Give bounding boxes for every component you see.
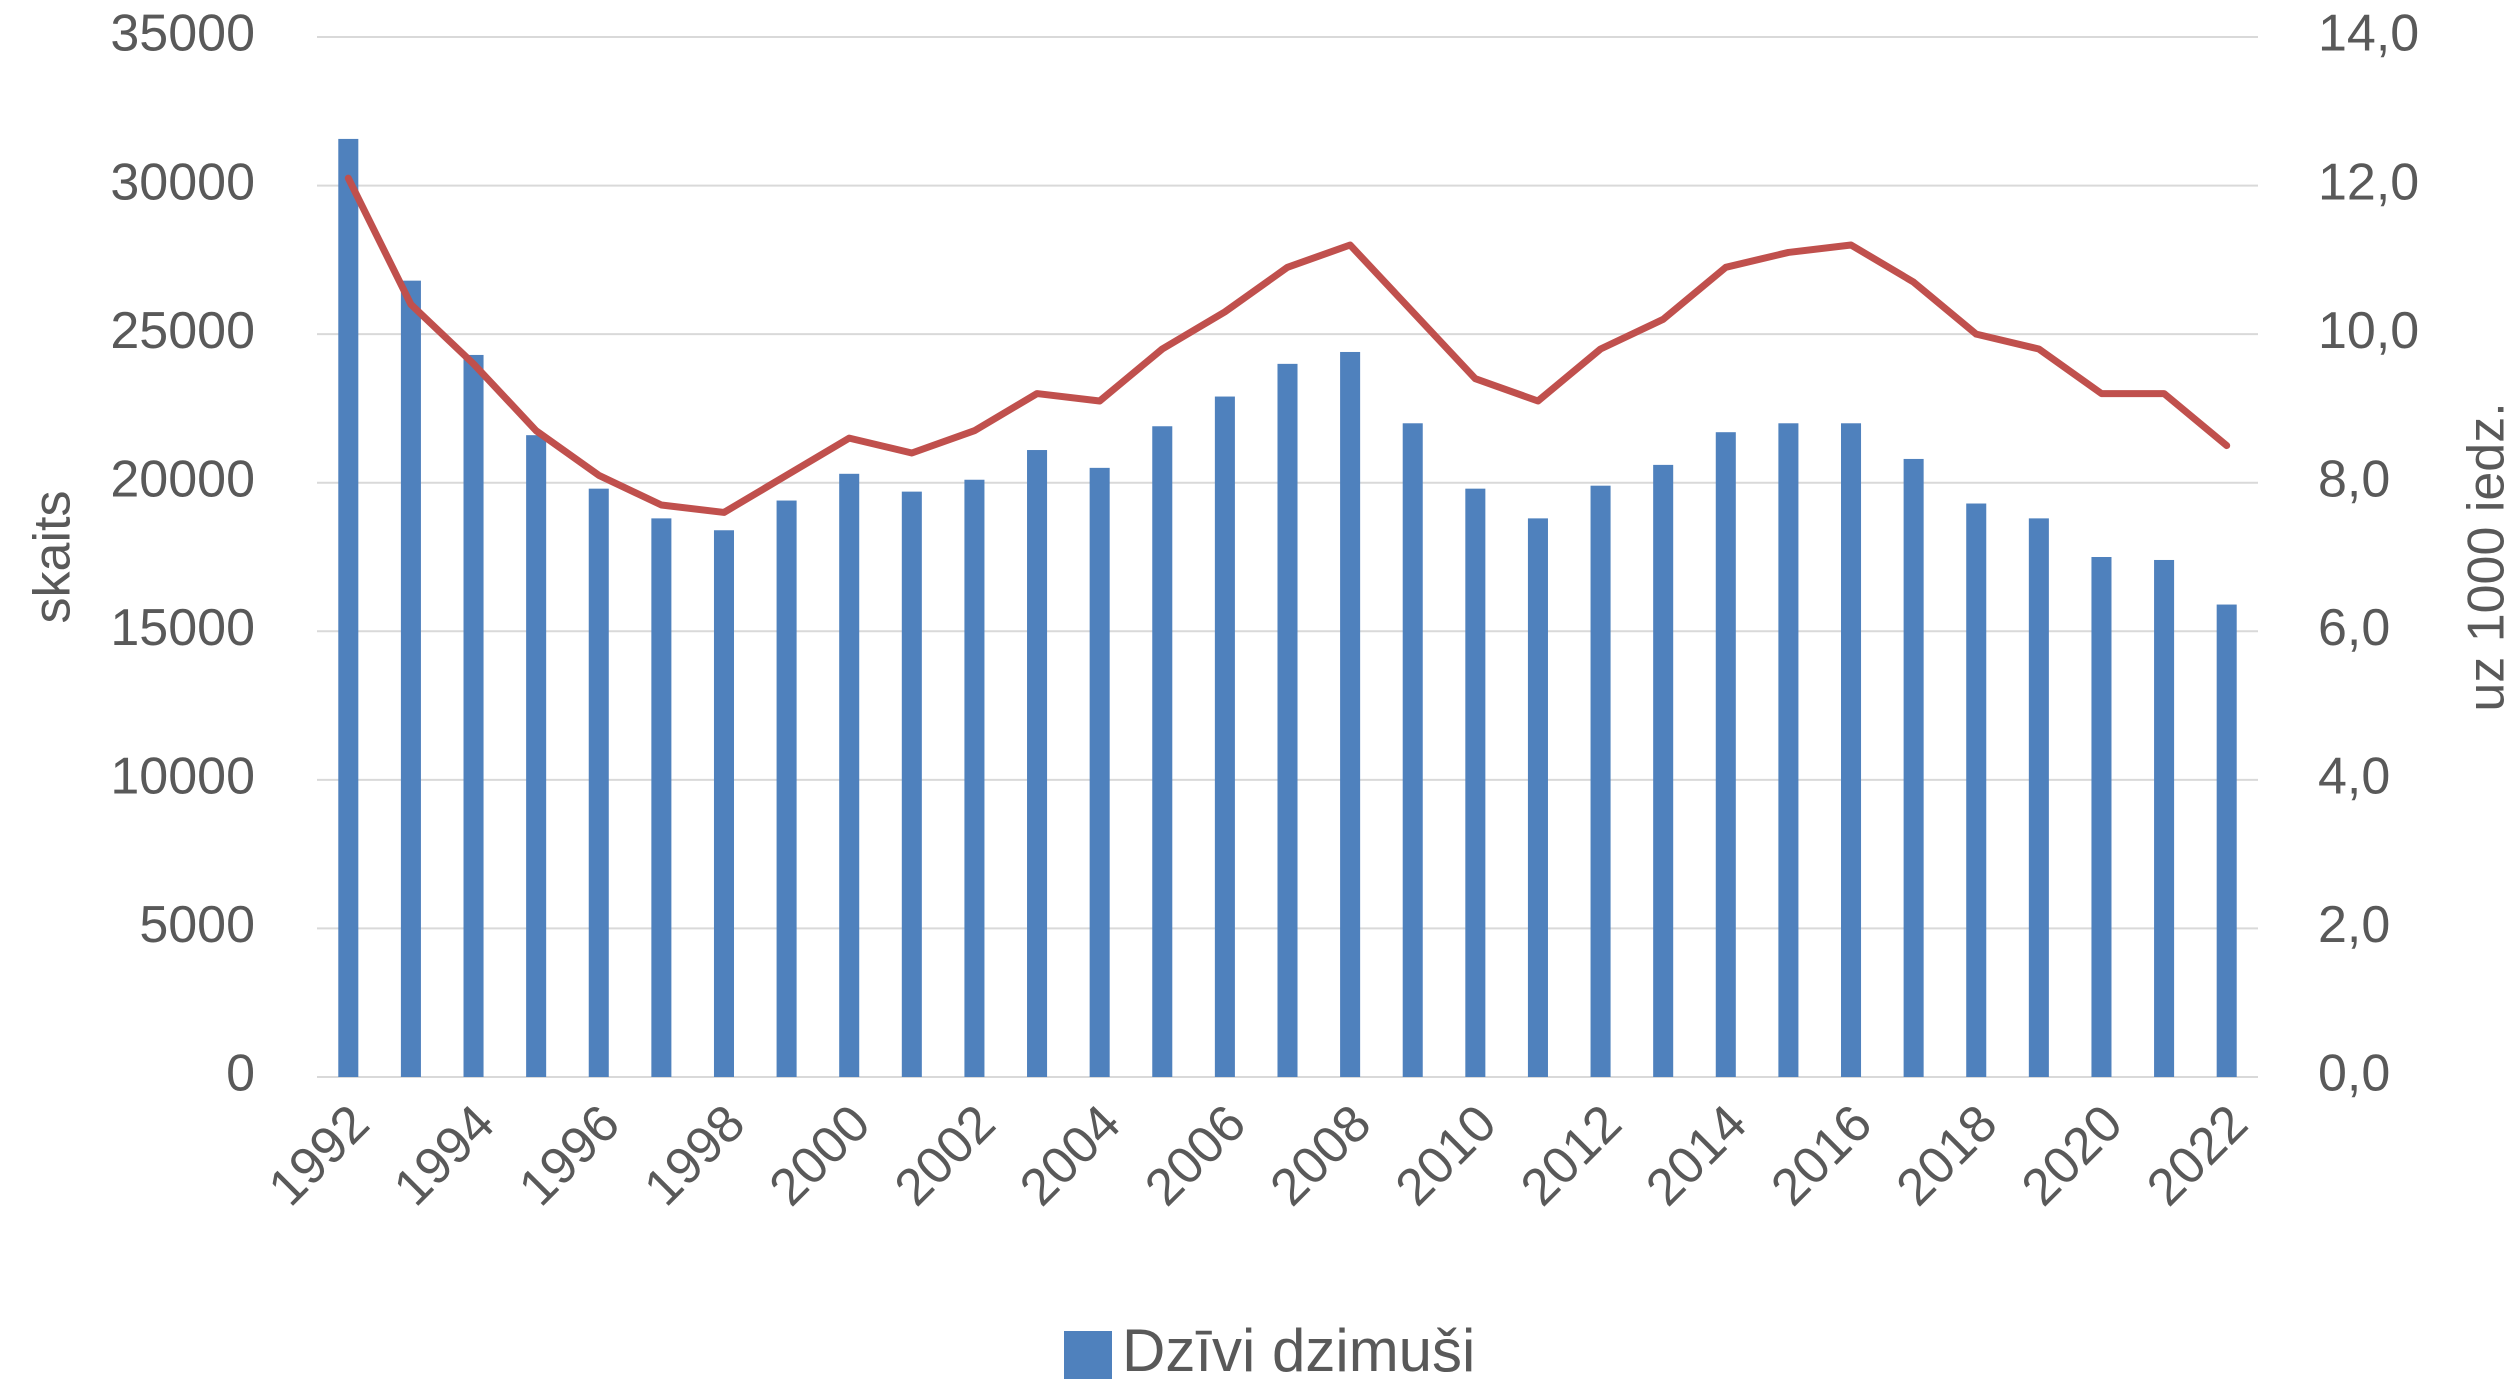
x-tick-label: 2002 xyxy=(884,1094,1007,1217)
bar xyxy=(839,473,860,1077)
bar xyxy=(776,500,797,1077)
y-tick-label: 25000 xyxy=(110,302,255,360)
x-tick-label: 2006 xyxy=(1134,1094,1257,1217)
y2-tick-label: 6,0 xyxy=(2318,599,2390,657)
legend-label: Dzīvi dzimuši xyxy=(1122,1317,1475,1384)
x-tick-label: 2016 xyxy=(1760,1094,1883,1217)
bar xyxy=(1715,432,1736,1077)
bar xyxy=(1402,423,1423,1077)
bar xyxy=(2028,518,2049,1077)
bar xyxy=(1465,488,1486,1078)
x-tick-label: 1998 xyxy=(633,1094,756,1217)
y2-tick-label: 10,0 xyxy=(2318,302,2419,360)
bar xyxy=(1966,503,1987,1077)
x-tick-label: 1994 xyxy=(383,1094,506,1217)
bar xyxy=(1214,396,1235,1077)
y2-tick-label: 2,0 xyxy=(2318,896,2390,954)
bar xyxy=(1778,423,1799,1077)
bar xyxy=(713,530,735,1077)
y2-tick-label: 0,0 xyxy=(2318,1045,2390,1103)
bar xyxy=(1840,423,1862,1077)
y-tick-label: 35000 xyxy=(110,5,255,63)
y-tick-label: 20000 xyxy=(110,450,255,508)
bar xyxy=(400,280,421,1078)
bar xyxy=(1903,458,1924,1077)
y2-tick-label: 8,0 xyxy=(2318,450,2390,508)
y-tick-label: 10000 xyxy=(110,748,255,806)
y2-tick-label: 14,0 xyxy=(2318,5,2419,63)
x-tick-label: 1992 xyxy=(258,1094,381,1217)
bar xyxy=(2091,557,2112,1077)
bar xyxy=(338,138,359,1078)
bar xyxy=(901,491,922,1078)
bar xyxy=(463,354,484,1077)
x-tick-label: 2020 xyxy=(2011,1094,2134,1217)
x-tick-label: 2008 xyxy=(1259,1094,1382,1217)
bar xyxy=(2154,559,2175,1077)
x-tick-label: 2010 xyxy=(1385,1094,1508,1217)
x-tick-label: 2004 xyxy=(1009,1094,1132,1217)
bar xyxy=(651,518,672,1077)
y2-axis-label: uz 1000 iedz. xyxy=(2458,402,2516,711)
line xyxy=(344,174,2231,516)
x-tick-label: 2000 xyxy=(759,1094,882,1217)
bar xyxy=(1027,450,1048,1077)
bar xyxy=(1590,485,1611,1078)
x-tick-label: 2014 xyxy=(1635,1094,1758,1217)
y-tick-label: 5000 xyxy=(139,896,255,954)
y2-tick-label: 4,0 xyxy=(2318,748,2390,806)
legend-swatch xyxy=(1064,1331,1112,1379)
y-axis-label: skaits xyxy=(24,491,82,624)
x-tick-label: 2012 xyxy=(1510,1094,1633,1217)
x-tick-label: 1996 xyxy=(508,1094,631,1217)
bar xyxy=(1527,518,1548,1077)
bar xyxy=(964,479,985,1077)
bar xyxy=(1152,426,1173,1077)
y2-tick-label: 12,0 xyxy=(2318,153,2419,211)
bar xyxy=(588,488,609,1078)
y-tick-label: 0 xyxy=(226,1045,255,1103)
bar xyxy=(2216,604,2237,1077)
x-tick-label: 2022 xyxy=(2136,1094,2259,1217)
bar xyxy=(526,435,547,1078)
bar xyxy=(1089,467,1110,1077)
bar xyxy=(1340,351,1361,1077)
bar xyxy=(1277,363,1298,1077)
x-tick-label: 2018 xyxy=(1886,1094,2009,1217)
bar xyxy=(1653,464,1674,1077)
y-tick-label: 15000 xyxy=(110,599,255,657)
y-tick-label: 30000 xyxy=(110,153,255,211)
